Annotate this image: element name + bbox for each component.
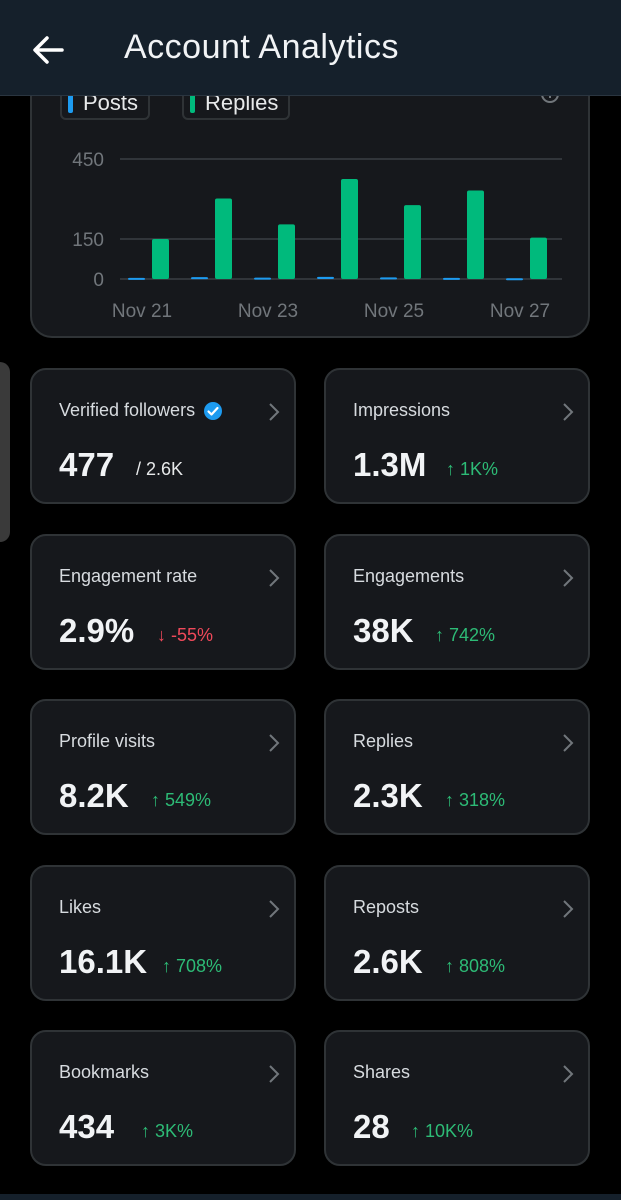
metric-change: ↑ 549% [151, 790, 212, 810]
metric-card-shares[interactable]: Shares 28 ↑ 10K% [324, 1030, 590, 1166]
x-tick-label: Nov 25 [364, 301, 424, 322]
bar-replies-nov-22[interactable] [215, 198, 232, 279]
metric-value: 28 [353, 1108, 390, 1145]
metric-change: ↑ 708% [162, 956, 223, 976]
chevron-right-icon [269, 900, 280, 918]
metric-label: Replies [353, 731, 414, 751]
metric-label: Verified followers [59, 400, 223, 421]
chevron-right-icon [563, 1065, 574, 1083]
page-title: Account Analytics [124, 28, 399, 66]
metric-label: Likes [59, 897, 102, 917]
metric-value: 2.6K [353, 943, 423, 980]
metric-label: Bookmarks [59, 1062, 150, 1082]
x-tick-label: Nov 21 [112, 301, 172, 322]
metric-value: 1.3M [353, 446, 427, 483]
chevron-right-icon [563, 734, 574, 752]
metric-card-likes[interactable]: Likes 16.1K ↑ 708% [30, 865, 296, 1001]
back-arrow-icon[interactable] [30, 30, 70, 70]
y-tick-label: 0 [93, 270, 104, 291]
metric-card-impressions[interactable]: Impressions 1.3M ↑ 1K% [324, 368, 590, 504]
metric-value: 477 [59, 446, 115, 483]
y-tick-label: 450 [72, 150, 104, 171]
metric-change: ↑ 3K% [141, 1121, 194, 1141]
bar-replies-nov-25[interactable] [404, 205, 421, 279]
metric-card-replies[interactable]: Replies 2.3K ↑ 318% [324, 699, 590, 835]
legend-replies-swatch [190, 93, 195, 113]
top-bar: Account Analytics [0, 0, 621, 96]
chevron-right-icon [269, 569, 280, 587]
bar-posts-nov-25[interactable] [380, 277, 397, 280]
metric-card-bookmarks[interactable]: Bookmarks 434 ↑ 3K% [30, 1030, 296, 1166]
metric-label: Impressions [353, 400, 451, 420]
chevron-right-icon [269, 734, 280, 752]
bar-posts-nov-26[interactable] [443, 277, 460, 280]
metric-change: ↑ 318% [445, 790, 506, 810]
bar-chart: 450 150 0 Nov 21 Nov 23 Nov 25 Nov 27 [72, 150, 562, 322]
bar-posts-nov-23[interactable] [254, 277, 271, 280]
metric-change: ↑ 10K% [411, 1121, 474, 1141]
legend-posts-swatch [68, 93, 73, 113]
bar-replies-nov-26[interactable] [467, 190, 484, 279]
metric-card-profile-visits[interactable]: Profile visits 8.2K ↑ 549% [30, 699, 296, 835]
bottom-nav-edge [0, 1194, 621, 1200]
metric-label: Reposts [353, 897, 420, 917]
metric-value: 38K [353, 612, 414, 649]
scroll-handle[interactable] [0, 362, 10, 542]
metric-label-text: Verified followers [59, 400, 196, 420]
bar-posts-nov-24[interactable] [317, 276, 334, 279]
bar-replies-nov-23[interactable] [278, 224, 295, 279]
metric-label: Engagement rate [59, 566, 198, 586]
metric-change: ↓ -55% [157, 625, 214, 645]
x-tick-label: Nov 27 [490, 301, 550, 322]
chevron-right-icon [563, 569, 574, 587]
bar-posts-nov-27[interactable] [506, 278, 523, 281]
metric-label: Shares [353, 1062, 411, 1082]
metric-value: 2.9% [59, 612, 135, 649]
bar-posts-nov-22[interactable] [191, 277, 208, 280]
chevron-right-icon [563, 900, 574, 918]
metric-value: 434 [59, 1108, 115, 1145]
metric-change: ↑ 1K% [446, 459, 499, 479]
metric-total: / 2.6K [136, 459, 184, 479]
metric-value: 8.2K [59, 777, 129, 814]
metric-label: Engagements [353, 566, 465, 586]
y-tick-label: 150 [72, 230, 104, 251]
bar-replies-nov-27[interactable] [530, 237, 547, 279]
bar-posts-nov-21[interactable] [128, 277, 145, 280]
metric-value: 2.3K [353, 777, 423, 814]
x-tick-label: Nov 23 [238, 301, 298, 322]
metric-change: ↑ 742% [435, 625, 496, 645]
metric-card-engagement-rate[interactable]: Engagement rate 2.9% ↓ -55% [30, 534, 296, 670]
metric-card-engagements[interactable]: Engagements 38K ↑ 742% [324, 534, 590, 670]
chevron-right-icon [563, 403, 574, 421]
verified-badge-icon [204, 401, 223, 420]
metric-change: ↑ 808% [445, 956, 506, 976]
bar-replies-nov-21[interactable] [152, 239, 169, 279]
bar-replies-nov-24[interactable] [341, 179, 358, 279]
chevron-right-icon [269, 403, 280, 421]
metric-value: 16.1K [59, 943, 148, 980]
metric-card-verified-followers[interactable]: Verified followers 477 / 2.6K [30, 368, 296, 504]
metric-label: Profile visits [59, 731, 156, 751]
chevron-right-icon [269, 1065, 280, 1083]
metric-card-reposts[interactable]: Reposts 2.6K ↑ 808% [324, 865, 590, 1001]
